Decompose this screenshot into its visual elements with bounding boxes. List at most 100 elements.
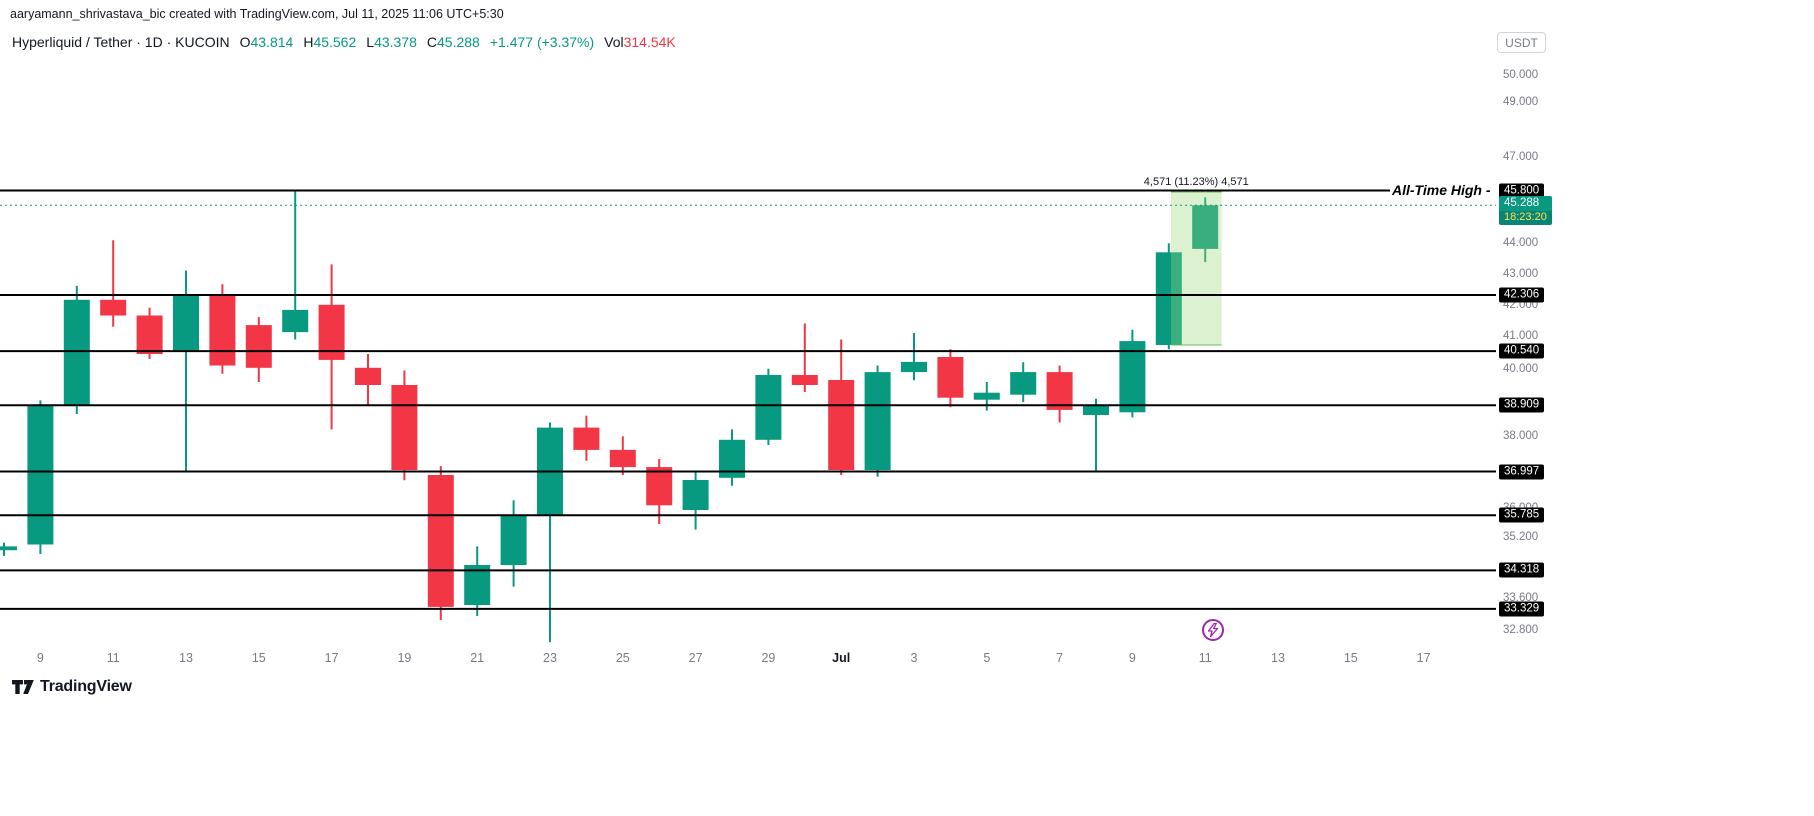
price-tick: 41.000 xyxy=(1503,330,1539,343)
change-value: +1.477 (+3.37%) xyxy=(489,34,595,50)
close-label: C xyxy=(426,34,438,50)
measurement-label: 4,571 (11.23%) 4,571 xyxy=(1144,176,1249,188)
candle-body xyxy=(937,357,964,398)
candle-body xyxy=(646,467,673,506)
candle-body xyxy=(1192,205,1219,249)
level-price-label: 35.785 xyxy=(1499,507,1545,523)
price-tick: 38.000 xyxy=(1503,430,1539,443)
candle-body xyxy=(973,392,1000,400)
candle-body xyxy=(0,546,17,551)
level-price-label: 33.329 xyxy=(1499,601,1545,617)
high-value: 45.562 xyxy=(313,34,357,50)
level-price-label: 38.909 xyxy=(1499,397,1545,413)
tradingview-wordmark: TradingView xyxy=(40,678,132,695)
price-tick: 47.000 xyxy=(1503,150,1539,163)
price-tick: 35.200 xyxy=(1503,531,1539,543)
volume-label: Vol xyxy=(604,34,624,50)
candle-body xyxy=(901,361,927,373)
level-price-label: 42.306 xyxy=(1499,287,1545,303)
low-label: L xyxy=(366,34,375,50)
candle-body xyxy=(27,405,54,545)
candle-body xyxy=(209,295,236,366)
candle-body xyxy=(282,309,309,333)
candle-body xyxy=(682,480,709,510)
price-tick: 44.000 xyxy=(1503,237,1539,250)
date-tick[interactable]: 17 xyxy=(324,651,339,665)
candle-body xyxy=(864,372,891,470)
candle-body xyxy=(755,375,782,440)
price-tick: 43.000 xyxy=(1503,267,1539,280)
lightning-icon xyxy=(1207,623,1219,637)
symbol-legend: Hyperliquid / Tether · 1D · KUCOIN O43.8… xyxy=(12,34,676,50)
date-tick[interactable]: 29 xyxy=(761,651,776,665)
price-tick: 33.600 xyxy=(1503,592,1539,605)
candle-body xyxy=(1119,341,1146,413)
event-marker[interactable] xyxy=(1202,619,1224,641)
date-tick[interactable]: 3 xyxy=(910,651,918,665)
price-tick: 49.000 xyxy=(1503,95,1539,108)
date-tick[interactable]: 23 xyxy=(543,651,557,665)
date-tick[interactable]: 19 xyxy=(397,651,412,665)
candle-body xyxy=(1155,252,1182,345)
date-tick[interactable]: 25 xyxy=(615,651,630,665)
level-price-label: 34.318 xyxy=(1499,562,1545,578)
candle-body xyxy=(355,367,381,385)
date-tick[interactable]: 13 xyxy=(179,651,193,665)
price-tick: 50.000 xyxy=(1503,69,1539,81)
candle-body xyxy=(573,427,600,450)
price-tick: 40.000 xyxy=(1503,362,1539,375)
level-price-label: 36.997 xyxy=(1499,464,1545,479)
open-value: 43.814 xyxy=(250,34,294,50)
date-tick[interactable]: 15 xyxy=(1343,651,1358,665)
time-axis[interactable]: 9 11 13 15 17 19 21 23 25 27 29 Jul 3 5 7 9 11 13 15 17 xyxy=(0,645,1496,675)
date-tick[interactable]: 17 xyxy=(1416,651,1431,665)
level-price-label: 45.800 xyxy=(1499,183,1545,198)
candle-body xyxy=(245,325,272,368)
candlestick-plot[interactable]: 4,571 (11.23%) 4,571 xyxy=(0,60,1496,645)
candle-body xyxy=(1010,372,1037,395)
all-time-high-label: All-Time High - xyxy=(1392,182,1491,198)
volume-value: 314.54K xyxy=(623,34,676,50)
date-tick[interactable]: 13 xyxy=(1271,651,1285,665)
high-label: H xyxy=(303,34,314,50)
bar-countdown: 18:23:20 xyxy=(1499,211,1552,226)
price-axis[interactable]: 50.000 49.000 47.000 44.000 43.000 42.000 41.0… xyxy=(1496,60,1562,645)
candle-body xyxy=(136,315,163,354)
open-label: O xyxy=(239,34,251,50)
date-tick[interactable]: 9 xyxy=(36,651,44,665)
candle-body xyxy=(427,475,454,607)
ohlc-close: C45.288 xyxy=(427,34,480,50)
tradingview-logo[interactable]: TradingView xyxy=(12,678,132,696)
current-price-value: 45.288 xyxy=(1499,196,1552,212)
price-range-measurement[interactable] xyxy=(1171,192,1222,345)
candle-body xyxy=(500,515,527,565)
date-tick[interactable]: 11 xyxy=(1198,651,1212,665)
date-tick[interactable]: 7 xyxy=(1056,651,1064,665)
date-tick[interactable]: 21 xyxy=(470,651,485,665)
symbol-title[interactable]: Hyperliquid / Tether · 1D · KUCOIN xyxy=(12,34,230,50)
candle-body xyxy=(391,385,418,470)
date-tick[interactable]: 27 xyxy=(688,651,703,665)
tradingview-logomark xyxy=(12,679,34,694)
date-tick[interactable]: 9 xyxy=(1128,651,1136,665)
ohlc-high: H45.562 xyxy=(303,34,356,50)
price-tick: 32.800 xyxy=(1503,624,1539,636)
current-price-label: 45.288 18:23:20 xyxy=(1499,196,1552,226)
candle-body xyxy=(791,375,818,385)
candle-body xyxy=(1083,404,1109,415)
candle-body xyxy=(173,295,199,351)
date-tick[interactable]: 5 xyxy=(983,651,991,665)
candle-body xyxy=(609,449,636,468)
ohlc-low: L43.378 xyxy=(366,34,417,50)
date-tick[interactable]: Jul xyxy=(832,651,851,665)
date-tick[interactable]: 15 xyxy=(251,651,266,665)
date-tick[interactable]: 11 xyxy=(106,651,120,665)
attribution-text: aaryamann_shrivastava_bic created with T… xyxy=(10,7,504,21)
ohlc-open: O43.814 xyxy=(240,34,294,50)
close-value: 45.288 xyxy=(437,34,480,50)
level-price-label: 40.540 xyxy=(1499,343,1545,359)
candle-body xyxy=(1046,372,1073,410)
currency-toggle-button[interactable]: USDT xyxy=(1497,32,1546,53)
low-value: 43.378 xyxy=(374,34,417,50)
candle-body xyxy=(828,380,855,470)
